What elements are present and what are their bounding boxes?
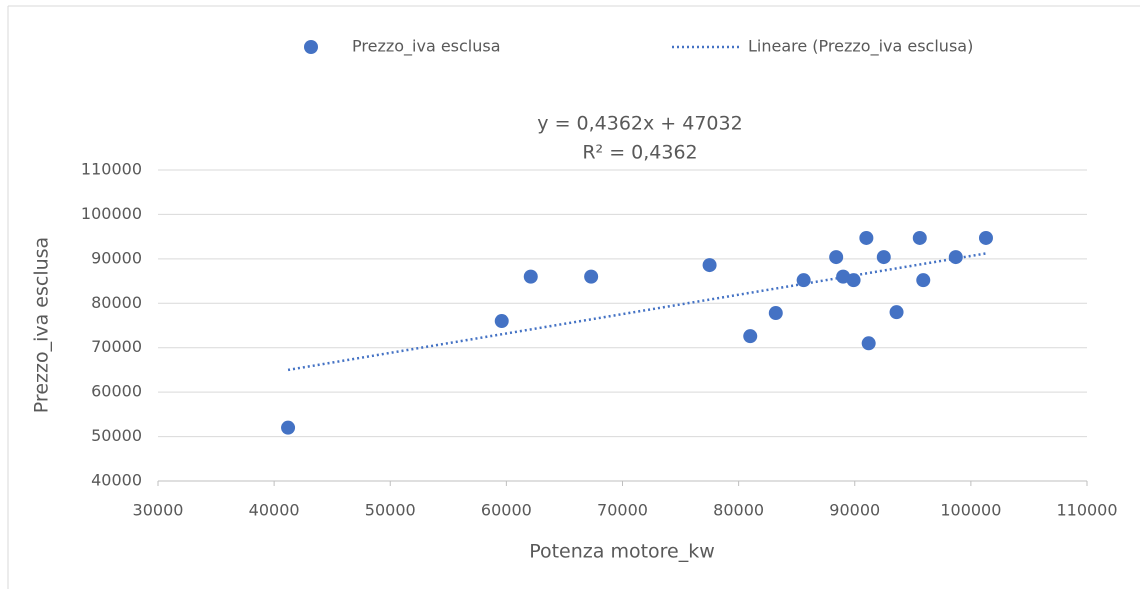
point: [912, 230, 927, 245]
x-tick-label: 90000: [829, 501, 880, 520]
point: [829, 250, 844, 265]
point: [948, 250, 963, 265]
point: [876, 250, 891, 265]
point: [889, 305, 904, 320]
y-tick-label: 50000: [91, 426, 142, 445]
legend-label: Lineare (Prezzo_iva esclusa): [748, 37, 973, 57]
legend-label: Prezzo_iva esclusa: [352, 37, 501, 57]
legend-marker: [304, 40, 318, 54]
r-squared: R² = 0,4362: [582, 142, 697, 164]
y-tick-label: 40000: [91, 471, 142, 490]
x-tick-label: 40000: [249, 501, 300, 520]
point: [523, 269, 538, 284]
y-tick-label: 100000: [81, 204, 142, 223]
point: [978, 230, 993, 245]
y-tick-label: 70000: [91, 337, 142, 356]
point: [743, 329, 758, 344]
y-axis-label: Prezzo_iva esclusa: [31, 237, 53, 413]
point: [494, 314, 509, 329]
point: [916, 273, 931, 288]
x-tick-label: 60000: [481, 501, 532, 520]
trendline: [287, 252, 987, 372]
point: [584, 269, 599, 284]
point: [861, 336, 876, 351]
x-tick-label: 100000: [940, 501, 1001, 520]
x-tick-label: 30000: [133, 501, 184, 520]
point: [281, 420, 296, 435]
y-tick-label: 80000: [91, 293, 142, 312]
x-tick-label: 70000: [597, 501, 648, 520]
equation: y = 0,4362x + 47032: [537, 113, 742, 135]
x-tick-label: 80000: [713, 501, 764, 520]
y-tick-label: 60000: [91, 382, 142, 401]
point: [768, 306, 783, 321]
y-tick-label: 90000: [91, 248, 142, 267]
point: [859, 230, 874, 245]
x-tick-label: 50000: [365, 501, 416, 520]
point: [702, 258, 717, 273]
x-axis-label: Potenza motore_kw: [529, 541, 715, 563]
point: [846, 273, 861, 288]
x-tick-label: 110000: [1056, 501, 1117, 520]
y-tick-label: 110000: [81, 160, 142, 179]
point: [796, 273, 811, 288]
